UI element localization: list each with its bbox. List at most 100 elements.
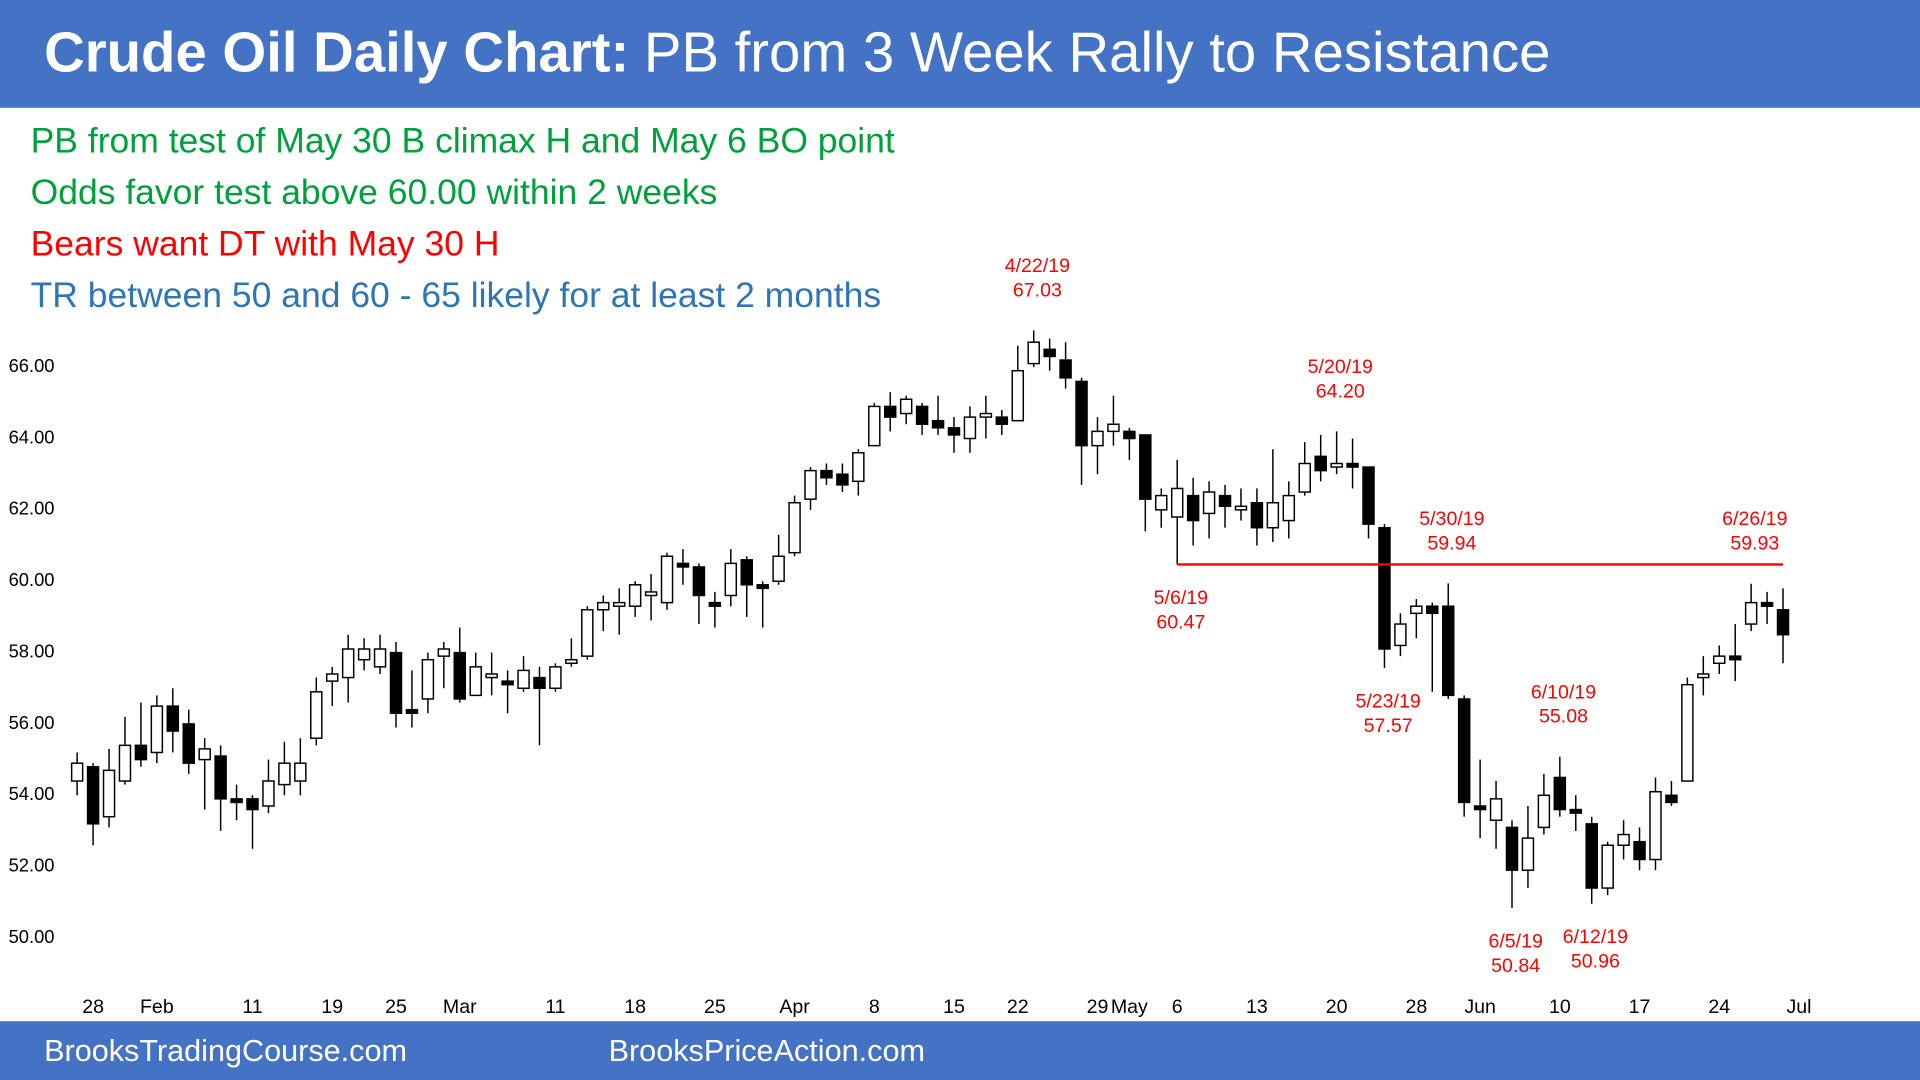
candle-body (565, 658, 578, 665)
footer-right: BrooksPriceAction.com (609, 1034, 925, 1068)
candle-body (1744, 601, 1758, 625)
x-tick-label: 29 (1087, 996, 1109, 1018)
candle-body (1505, 826, 1519, 871)
candle-body (421, 658, 435, 700)
x-tick-label: Apr (779, 996, 810, 1018)
annotation-price: 67.03 (1013, 279, 1062, 301)
x-tick-label: 10 (1549, 996, 1571, 1018)
candle-body (1362, 466, 1375, 525)
candle-body (373, 648, 387, 668)
candle-body (118, 744, 132, 782)
x-tick-label: Mar (443, 996, 477, 1018)
x-tick-label: 25 (704, 996, 726, 1018)
candle-body (485, 673, 498, 679)
x-tick-label: 11 (242, 996, 262, 1018)
annotation-date: 5/23/19 (1355, 690, 1420, 712)
candle-body (1569, 808, 1583, 814)
annotation-price: 59.93 (1730, 533, 1779, 555)
candle-body (1170, 487, 1184, 518)
candle-body (1186, 494, 1200, 522)
candle-body (756, 584, 769, 590)
annotation-date: 6/10/19 (1531, 681, 1596, 703)
candle-body (150, 705, 164, 754)
x-tick-label: 22 (1007, 996, 1029, 1018)
candle-body (310, 691, 323, 739)
candle-body (1202, 491, 1216, 515)
x-tick-label: 17 (1629, 996, 1651, 1018)
candle-body (612, 601, 626, 607)
candle-body (1665, 794, 1678, 804)
candle-body (1250, 501, 1264, 529)
candle-body (1075, 380, 1088, 447)
candle-body (517, 669, 530, 689)
annotation-date: 4/22/19 (1005, 255, 1070, 277)
candle-body (166, 705, 180, 732)
candle-body (692, 566, 706, 597)
candle-body (1441, 605, 1455, 697)
annotation-date: 6/5/19 (1488, 930, 1542, 952)
candle-body (1553, 776, 1567, 811)
annotation-price: 60.47 (1156, 611, 1205, 633)
candle-body (772, 555, 785, 582)
candle-body (214, 755, 227, 800)
candle-body (1410, 605, 1423, 615)
x-tick-label: Feb (140, 996, 174, 1018)
candle-body (246, 798, 259, 811)
candle-body (1697, 673, 1710, 679)
candle-body (501, 680, 514, 686)
note: Bears want DT with May 30 H (31, 223, 500, 263)
x-tick-label: Jun (1464, 996, 1496, 1018)
candle-body (1585, 823, 1598, 889)
y-tick-label: 56.00 (9, 712, 55, 733)
candle-body (676, 562, 690, 568)
candle-body (1617, 833, 1630, 846)
candle-body (947, 427, 961, 436)
candle-body (1314, 455, 1327, 472)
y-tick-label: 58.00 (9, 640, 55, 661)
candle-body (1378, 526, 1391, 650)
x-tick-label: 6 (1172, 996, 1183, 1018)
candle-body (1394, 623, 1407, 647)
annotation-price: 57.57 (1364, 715, 1413, 737)
x-tick-label: 8 (869, 996, 880, 1018)
candle-body (1298, 462, 1311, 493)
candle-body (740, 559, 753, 586)
candle-body (549, 666, 562, 689)
candle-body (341, 648, 355, 679)
x-tick-label: May (1111, 996, 1148, 1018)
x-tick-label: Jul (1786, 996, 1811, 1018)
candle-body (1011, 369, 1025, 422)
annotation-price: 59.94 (1427, 532, 1476, 554)
candle-body (788, 501, 801, 554)
candle-body (1633, 840, 1646, 861)
x-tick-label: 28 (1405, 996, 1427, 1018)
annotation-price: 50.84 (1491, 955, 1540, 977)
note: TR between 50 and 60 - 65 likely for at … (31, 275, 882, 315)
candle-body (437, 648, 451, 657)
annotation-date: 6/12/19 (1563, 926, 1628, 948)
x-tick-label: 13 (1246, 996, 1268, 1018)
candle-body (134, 744, 148, 761)
candle-body (883, 405, 897, 418)
candle-body (1426, 605, 1439, 615)
candle-body (1457, 698, 1471, 804)
candle-body (963, 416, 977, 440)
candle-body (1091, 430, 1104, 447)
candle-body (836, 473, 849, 486)
header-bar (0, 0, 1920, 108)
candle-body (1027, 341, 1040, 365)
candle-body (852, 452, 865, 483)
x-tick-label: 18 (624, 996, 646, 1018)
annotation-date: 5/20/19 (1308, 356, 1373, 378)
x-tick-label: 19 (321, 996, 343, 1018)
candle-body (1760, 601, 1774, 607)
candle-body (644, 591, 658, 597)
y-tick-label: 52.00 (9, 854, 55, 875)
y-tick-label: 62.00 (9, 498, 55, 519)
candle-body (1489, 798, 1503, 821)
candle-body (915, 405, 929, 425)
candle-body (708, 601, 722, 607)
candle-body (357, 648, 371, 661)
x-tick-label: 24 (1708, 996, 1730, 1018)
annotation-date: 5/6/19 (1154, 587, 1208, 609)
